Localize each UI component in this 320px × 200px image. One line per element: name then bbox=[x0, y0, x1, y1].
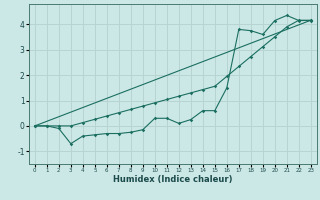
X-axis label: Humidex (Indice chaleur): Humidex (Indice chaleur) bbox=[113, 175, 233, 184]
